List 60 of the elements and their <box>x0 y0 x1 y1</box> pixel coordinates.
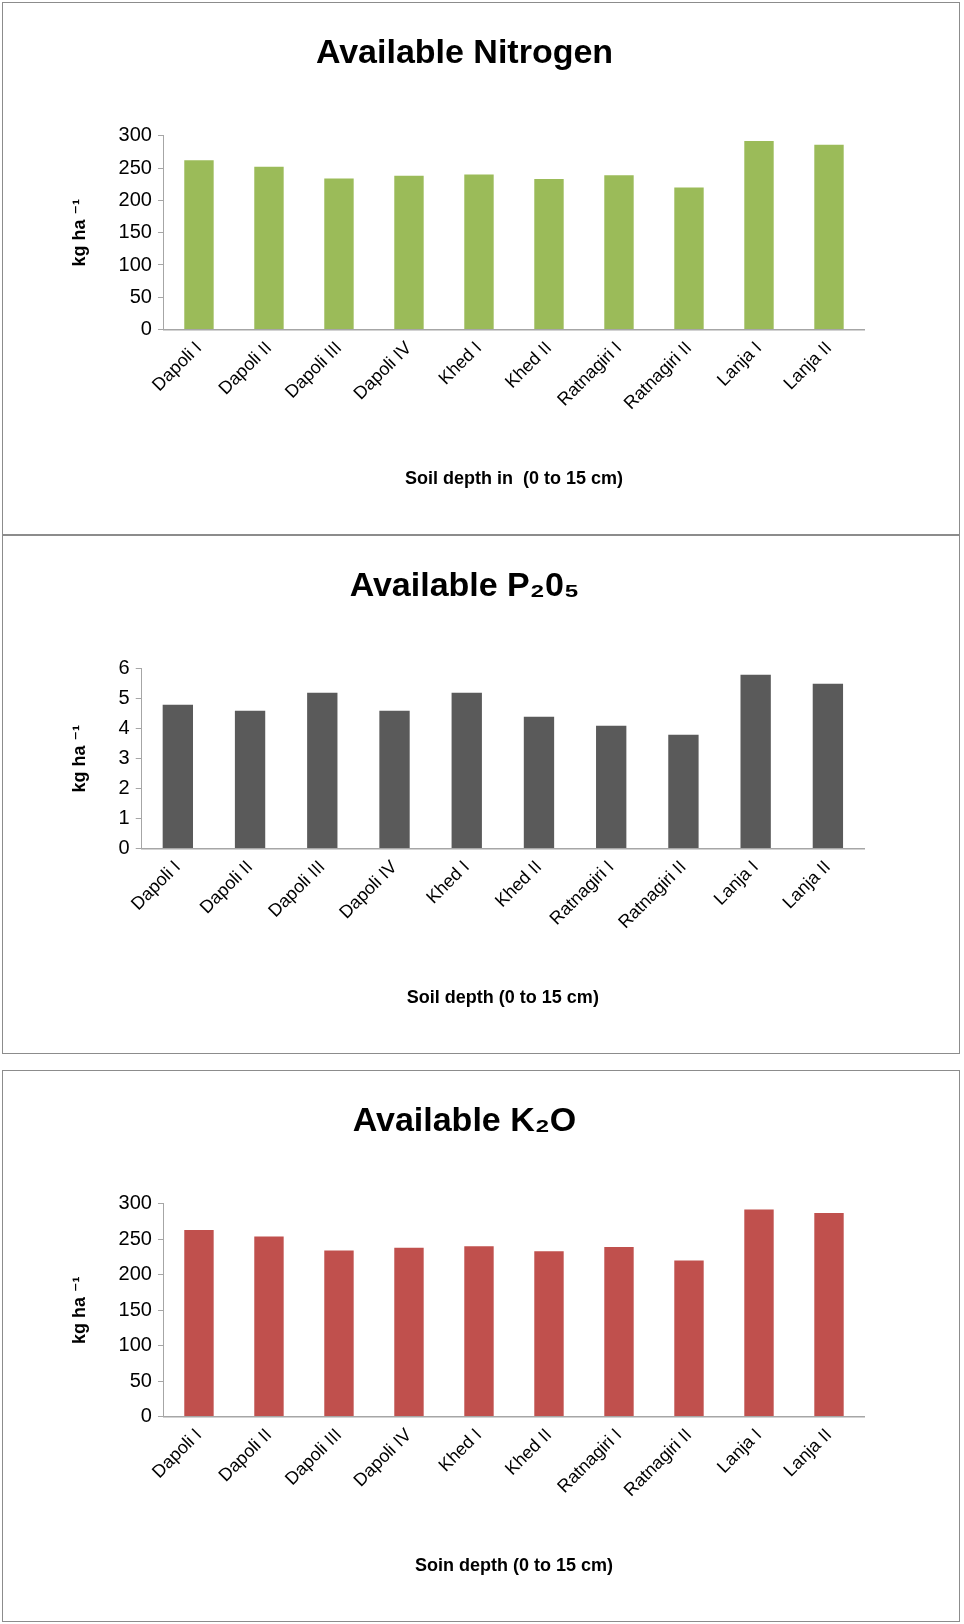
chart-title: Available Nitrogen <box>315 31 614 70</box>
bar <box>162 704 194 849</box>
y-tick-label: 250 <box>118 155 152 178</box>
y-axis-title: kg ha ⁻¹ <box>68 1276 89 1344</box>
bar <box>464 1246 494 1417</box>
y-axis-title: kg ha ⁻¹ <box>68 724 89 793</box>
y-tick-label: 150 <box>118 1297 152 1320</box>
y-tick-label: 1 <box>118 806 130 829</box>
bar <box>814 144 844 330</box>
bar <box>604 175 634 330</box>
bar <box>534 1251 564 1417</box>
y-tick-label: 6 <box>118 656 130 679</box>
bar <box>674 1260 704 1417</box>
bar <box>604 1247 634 1417</box>
chart-title: Available K₂O <box>352 1099 577 1138</box>
y-tick-label: 5 <box>118 686 130 709</box>
bar <box>451 692 482 849</box>
bar <box>523 716 555 849</box>
bar <box>254 166 284 330</box>
bar <box>744 1209 774 1417</box>
bar <box>668 734 699 849</box>
y-axis-title: kg ha ⁻¹ <box>68 198 89 267</box>
y-tick-label: 2 <box>118 776 130 799</box>
x-axis-title: Soil depth in (0 to 15 cm) <box>404 468 623 489</box>
bar <box>307 692 338 849</box>
y-tick-label: 0 <box>140 317 152 340</box>
bar <box>184 160 214 330</box>
bar <box>394 1247 424 1417</box>
y-tick-label: 50 <box>129 1368 152 1391</box>
bar <box>394 175 424 330</box>
bar <box>184 1230 214 1417</box>
y-tick-label: 300 <box>118 1191 152 1214</box>
bar <box>234 710 266 849</box>
bar <box>324 178 354 330</box>
bar <box>379 710 410 849</box>
y-tick-label: 150 <box>118 220 152 243</box>
y-tick-label: 4 <box>118 716 130 739</box>
y-tick-label: 300 <box>118 123 152 146</box>
bar <box>324 1250 354 1417</box>
y-tick-label: 100 <box>118 1333 152 1356</box>
y-tick-label: 3 <box>118 746 130 769</box>
bar <box>814 1213 844 1417</box>
bar <box>254 1236 284 1417</box>
bar <box>534 179 564 330</box>
bar <box>596 725 627 849</box>
bar <box>674 187 704 330</box>
y-tick-label: 200 <box>118 187 152 210</box>
y-tick-label: 200 <box>118 1262 152 1285</box>
bar <box>740 674 771 849</box>
x-axis-title: Soil depth (0 to 15 cm) <box>406 987 599 1008</box>
bar <box>744 140 774 330</box>
y-tick-label: 0 <box>118 836 130 859</box>
y-tick-label: 0 <box>140 1404 152 1427</box>
bar <box>464 174 494 330</box>
x-axis-title: Soin depth (0 to 15 cm) <box>414 1555 613 1576</box>
y-tick-label: 50 <box>129 284 152 307</box>
y-tick-label: 100 <box>118 252 152 275</box>
bar <box>812 683 844 849</box>
y-tick-label: 250 <box>118 1226 152 1249</box>
chart-title: Available P₂0₅ <box>349 564 580 603</box>
